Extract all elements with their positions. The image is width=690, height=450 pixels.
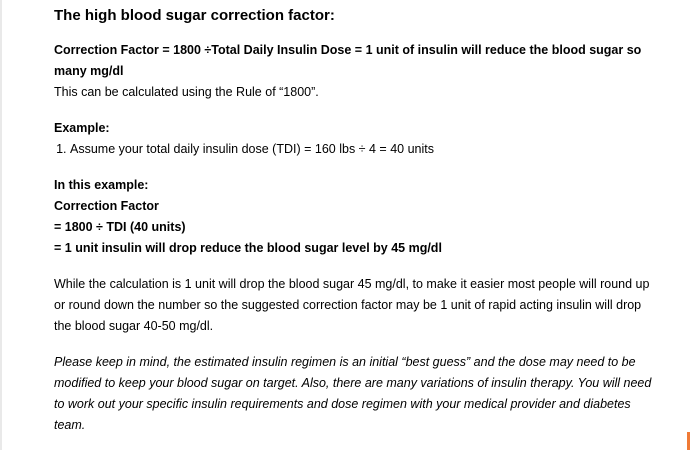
article-content: The high blood sugar correction factor: …: [54, 6, 654, 436]
example-heading: Example:: [54, 121, 110, 135]
list-item: Assume your total daily insulin dose (TD…: [70, 139, 654, 160]
scroll-marker: [687, 432, 690, 450]
left-edge-divider: [0, 0, 2, 450]
explanation-paragraph: While the calculation is 1 unit will dro…: [54, 277, 650, 333]
example-list: Assume your total daily insulin dose (TD…: [54, 139, 654, 160]
calculation-line: = 1800 ÷ TDI (40 units): [54, 220, 186, 234]
formula-text: Correction Factor = 1800 ÷Total Daily In…: [54, 43, 642, 78]
correction-factor-label: Correction Factor: [54, 199, 159, 213]
rule-note: This can be calculated using the Rule of…: [54, 85, 319, 99]
result-line: = 1 unit insulin will drop reduce the bl…: [54, 241, 442, 255]
section-title: The high blood sugar correction factor:: [54, 7, 335, 24]
disclaimer-paragraph: Please keep in mind, the estimated insul…: [54, 355, 652, 432]
this-example-heading: In this example:: [54, 178, 149, 192]
